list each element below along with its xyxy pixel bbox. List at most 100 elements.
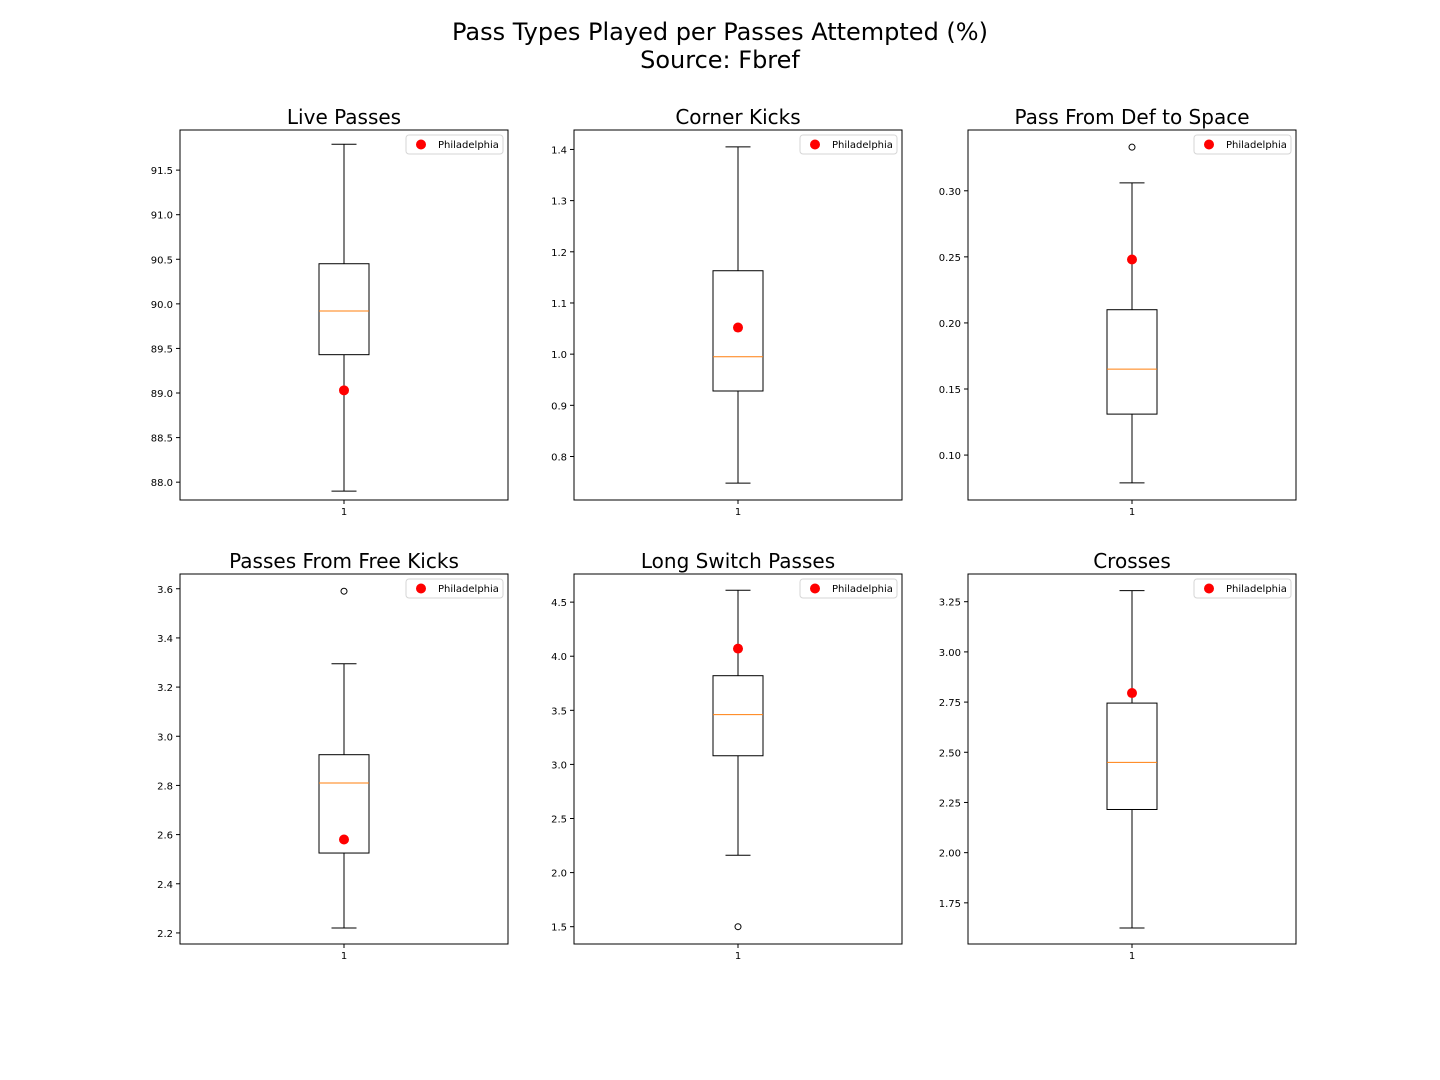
iqr-box [1106, 309, 1158, 415]
x-tick-label: 1 [735, 951, 741, 962]
y-tick-label: 0.30 [939, 187, 961, 198]
figure-title-line1: Pass Types Played per Passes Attempted (… [452, 18, 988, 46]
subplot-title: Passes From Free Kicks [229, 549, 459, 573]
y-tick-label: 88.5 [151, 434, 173, 445]
y-tick-label: 0.25 [939, 253, 961, 264]
iqr-box [318, 263, 370, 356]
axes-frame [967, 573, 1297, 945]
legend-label: Philadelphia [438, 584, 499, 595]
legend-box [799, 134, 898, 155]
iqr-box [1106, 702, 1158, 810]
y-tick-label: 89.5 [151, 344, 173, 355]
y-tick-label: 2.2 [157, 929, 173, 940]
axes-frame [967, 129, 1297, 501]
legend-box [1193, 134, 1292, 155]
axes-frame [573, 573, 903, 945]
subplot-6: Crosses 1.75 2.00 2.25 2.50 2.75 3.00 3.25 1 Phil… [939, 549, 1297, 962]
x-tick-label: 1 [1129, 951, 1135, 962]
legend-label: Philadelphia [438, 140, 499, 151]
y-tick-label: 0.10 [939, 451, 961, 462]
y-tick-label: 2.0 [551, 869, 567, 880]
y-tick-label: 3.25 [939, 598, 961, 609]
axes-frame [179, 129, 509, 501]
legend-label: Philadelphia [832, 140, 893, 151]
x-tick-label: 1 [1129, 507, 1135, 518]
legend-box [405, 578, 504, 599]
highlight-point [1127, 688, 1137, 699]
subplot-title: Live Passes [287, 105, 401, 129]
y-tick-label: 2.75 [939, 698, 961, 709]
y-tick-label: 2.50 [939, 748, 961, 759]
y-tick-label: 3.0 [551, 760, 567, 771]
y-tick-label: 3.0 [157, 732, 173, 743]
x-tick-label: 1 [735, 507, 741, 518]
legend-marker [810, 139, 820, 150]
y-tick-label: 2.4 [157, 880, 173, 891]
y-tick-label: 2.00 [939, 849, 961, 860]
x-tick-label: 1 [341, 951, 347, 962]
iqr-box [712, 270, 764, 392]
outlier-point [340, 587, 348, 595]
y-tick-label: 89.0 [151, 389, 173, 400]
outlier-point [734, 923, 742, 931]
subplot-title: Crosses [1093, 549, 1171, 573]
y-tick-label: 3.4 [157, 634, 173, 645]
subplot-5: Long Switch Passes 1.5 2.0 2.5 3.0 3.5 4.0 4.5 1… [551, 549, 903, 962]
subplot-1: Live Passes 88.0 88.5 89.0 89.5 90.0 90.5 91.0 9… [151, 105, 509, 518]
y-tick-label: 90.5 [151, 255, 173, 266]
subplot-3: Pass From Def to Space 0.10 0.15 0.20 0.25 0.… [939, 105, 1297, 518]
highlight-point [339, 385, 349, 396]
legend-label: Philadelphia [1226, 140, 1287, 151]
highlight-point [1127, 254, 1137, 265]
y-tick-label: 2.5 [551, 815, 567, 826]
y-tick-label: 0.9 [551, 401, 567, 412]
outlier-point [1128, 143, 1136, 151]
y-tick-label: 2.8 [157, 781, 173, 792]
y-tick-label: 4.0 [551, 652, 567, 663]
iqr-box [712, 675, 764, 757]
y-tick-label: 3.2 [157, 683, 173, 694]
legend-marker [1204, 583, 1214, 594]
highlight-point [339, 834, 349, 845]
y-tick-label: 1.2 [551, 248, 567, 259]
x-tick-label: 1 [341, 507, 347, 518]
y-tick-label: 1.0 [551, 350, 567, 361]
y-tick-label: 2.25 [939, 798, 961, 809]
figure-title-line2: Source: Fbref [640, 46, 800, 74]
axes-frame [179, 573, 509, 945]
highlight-point [733, 322, 743, 333]
y-tick-label: 1.75 [939, 899, 961, 910]
legend-box [1193, 578, 1292, 599]
y-tick-label: 1.1 [551, 299, 567, 310]
y-tick-label: 3.6 [157, 585, 173, 596]
legend-label: Philadelphia [832, 584, 893, 595]
y-tick-label: 4.5 [551, 598, 567, 609]
subplot-title: Corner Kicks [675, 105, 800, 129]
y-tick-label: 1.5 [551, 923, 567, 934]
y-tick-label: 2.6 [157, 831, 173, 842]
y-tick-label: 91.0 [151, 211, 173, 222]
y-tick-label: 0.8 [551, 453, 567, 464]
y-tick-label: 88.0 [151, 478, 173, 489]
axes-frame [573, 129, 903, 501]
legend-marker [416, 583, 426, 594]
y-tick-label: 3.5 [551, 706, 567, 717]
subplot-2: Corner Kicks 0.8 0.9 1.0 1.1 1.2 1.3 1.4 1 Philad… [551, 105, 903, 518]
subplot-title: Pass From Def to Space [1014, 105, 1249, 129]
y-tick-label: 0.15 [939, 385, 961, 396]
iqr-box [318, 754, 370, 854]
subplot-title: Long Switch Passes [641, 549, 835, 573]
y-tick-label: 3.00 [939, 648, 961, 659]
legend-marker [810, 583, 820, 594]
legend-marker [416, 139, 426, 150]
y-tick-label: 91.5 [151, 166, 173, 177]
legend-box [799, 578, 898, 599]
y-tick-label: 1.3 [551, 197, 567, 208]
legend-marker [1204, 139, 1214, 150]
y-tick-label: 1.4 [551, 145, 567, 156]
highlight-point [733, 643, 743, 654]
y-tick-label: 90.0 [151, 300, 173, 311]
legend-box [405, 134, 504, 155]
y-tick-label: 0.20 [939, 319, 961, 330]
